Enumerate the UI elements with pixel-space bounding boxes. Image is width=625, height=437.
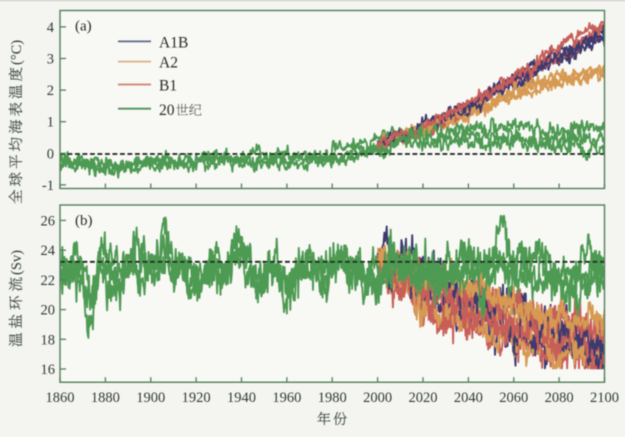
svg-text:26: 26 (41, 213, 56, 229)
svg-text:2100: 2100 (590, 390, 619, 406)
svg-text:3: 3 (47, 52, 54, 68)
svg-text:2000: 2000 (363, 390, 392, 406)
svg-text:1900: 1900 (136, 390, 165, 406)
svg-text:2080: 2080 (545, 390, 574, 406)
svg-text:0: 0 (47, 146, 54, 162)
svg-text:A2: A2 (159, 55, 178, 72)
svg-text:(b): (b) (75, 213, 93, 229)
svg-text:1920: 1920 (182, 390, 211, 406)
svg-text:1860: 1860 (46, 390, 75, 406)
svg-text:4: 4 (47, 20, 55, 36)
svg-text:20: 20 (41, 303, 56, 319)
svg-text:A1B: A1B (159, 35, 188, 52)
svg-text:16: 16 (41, 362, 56, 378)
svg-text:2060: 2060 (499, 390, 528, 406)
svg-text:20: 20 (159, 102, 175, 119)
svg-text:24: 24 (41, 243, 56, 259)
svg-text:B1: B1 (159, 78, 177, 95)
svg-text:2: 2 (47, 83, 54, 99)
svg-text:1880: 1880 (91, 390, 120, 406)
svg-text:1960: 1960 (272, 390, 301, 406)
svg-text:(Sv): (Sv) (9, 250, 25, 275)
svg-text:1980: 1980 (318, 390, 347, 406)
svg-text:(°C): (°C) (9, 40, 25, 65)
svg-text:1: 1 (47, 115, 54, 131)
svg-text:22: 22 (41, 273, 56, 289)
svg-text:2020: 2020 (409, 390, 438, 406)
svg-text:18: 18 (41, 332, 56, 348)
svg-text:(a): (a) (75, 19, 92, 35)
svg-text:1940: 1940 (227, 390, 256, 406)
svg-text:2040: 2040 (454, 390, 483, 406)
svg-text:-1: -1 (42, 178, 54, 194)
